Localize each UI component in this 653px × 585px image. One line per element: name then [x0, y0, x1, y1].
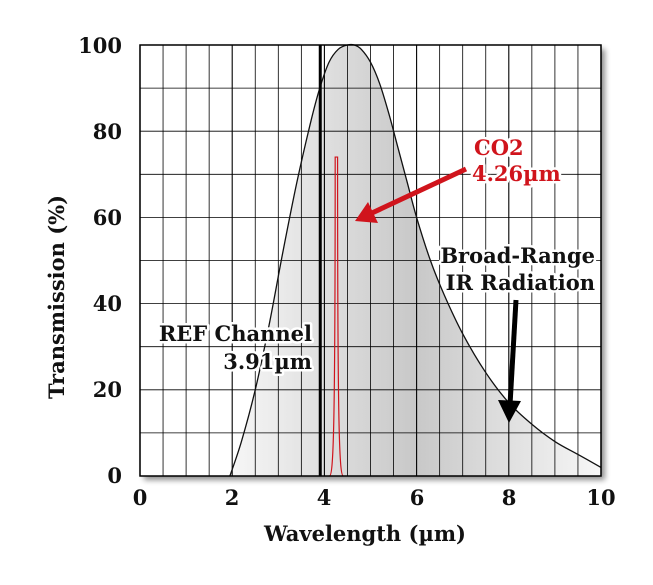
- y-tick-labels: 0 20 40 60 80 100: [78, 33, 122, 488]
- broad-arrow-head: [498, 400, 521, 423]
- x-axis-title: Wavelength (µm): [263, 521, 466, 546]
- co2-label: CO2: [474, 135, 524, 160]
- y-axis-title: Transmission (%): [44, 195, 69, 399]
- x-tick-label: 0: [133, 485, 148, 510]
- co2-wavelength-label: 4.26µm: [472, 161, 561, 186]
- ir-radiation-label: IR Radiation: [446, 270, 595, 295]
- plot-frame: [139, 44, 602, 477]
- x-tick-label: 10: [586, 485, 615, 510]
- co2-peak: [329, 156, 344, 477]
- ir-radiation-curve: [229, 43, 602, 477]
- y-tick-label: 40: [93, 291, 122, 316]
- x-tick-label: 2: [225, 485, 240, 510]
- ref-wavelength-label: 3.91µm: [223, 349, 312, 374]
- ref-channel-label: REF Channel: [159, 321, 312, 346]
- y-tick-label: 100: [78, 33, 122, 58]
- x-tick-label: 8: [502, 485, 517, 510]
- x-tick-labels: 0 2 4 6 8 10: [133, 485, 616, 510]
- co2-arrow-head: [355, 202, 378, 223]
- y-tick-label: 0: [107, 463, 122, 488]
- x-tick-label: 4: [317, 485, 332, 510]
- co2-arrow-shaft: [370, 166, 468, 216]
- co2-annotation: CO2 4.26µm: [355, 133, 563, 223]
- y-tick-label: 60: [93, 205, 122, 230]
- y-tick-label: 20: [93, 377, 122, 402]
- x-tick-label: 6: [410, 485, 425, 510]
- ref-annotation: REF Channel 3.91µm: [156, 319, 314, 377]
- broad-range-annotation: Broad-Range IR Radiation: [438, 241, 598, 423]
- y-tick-label: 80: [93, 119, 122, 144]
- broad-arrow-shaft: [507, 299, 519, 406]
- broad-range-label: Broad-Range: [440, 243, 595, 268]
